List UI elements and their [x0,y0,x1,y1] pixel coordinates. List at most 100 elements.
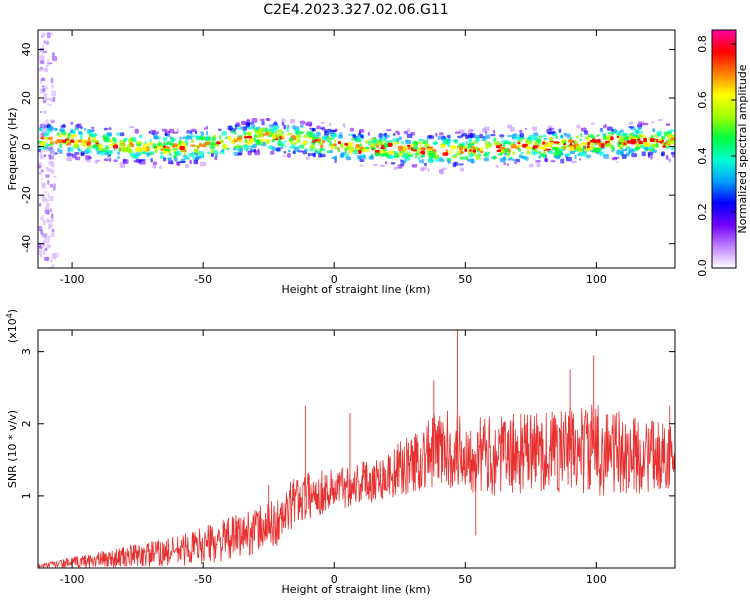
y-tick-label: 2 [20,420,33,427]
spectrogram-cell [524,127,527,130]
spectrogram-cell [638,131,644,134]
spectrogram-noise-cell [43,256,49,261]
spectrogram-cell [245,122,251,128]
spectrogram-cell [261,141,267,147]
spectrogram-cell [597,138,601,143]
spectrogram-cell [173,148,177,153]
spectrogram-cell [579,158,582,161]
spectrogram-noise-cell [51,228,55,233]
spectrogram-cell [129,126,135,129]
spectrogram-cell [409,144,413,147]
spectrogram-cell [281,118,286,123]
spectrogram-cell [581,152,587,157]
spectrogram-cell [519,133,525,138]
spectrogram-cell [374,152,378,157]
spectrogram-cell [195,135,202,139]
spectrogram-cell [359,146,364,150]
spectrogram-cell [282,154,286,158]
spectrogram-cell [435,132,438,137]
spectrogram-noise-cell [39,217,44,220]
spectrogram-cell [62,139,67,143]
spectrogram-cell [579,138,582,142]
spectrogram-cell [312,127,315,132]
spectrogram-cell [67,132,71,137]
spectrogram-cell [86,148,91,151]
spectrogram-cell [479,147,484,151]
spectrogram-cell [414,155,418,159]
spectrogram-noise-cell [49,259,53,263]
spectrogram-cell [243,132,247,136]
spectrogram-cell [392,133,396,136]
spectrogram-noise-cell [51,253,56,260]
spectrogram-noise-cell [40,77,45,82]
spectrogram-cell [401,154,404,159]
spectrogram-cell [442,138,446,144]
spectrogram-cell [410,132,416,136]
spectrogram-cell [394,130,399,133]
spectrogram-cell [103,127,108,131]
spectrogram-cell [467,128,473,133]
spectrogram-cell [402,159,407,164]
spectrogram-cell [610,136,614,141]
spectrogram-cell [464,156,469,160]
spectrogram-cell [196,156,202,159]
spectrogram-cell [299,120,306,125]
spectrogram-cell [466,158,472,162]
spectrogram-cell [537,139,541,144]
spectrogram-cell [560,152,564,155]
spectrogram-cell [564,153,571,157]
spectrogram-cell [225,136,229,140]
spectrogram-noise-cell [44,237,50,243]
spectrogram-cell [616,161,619,164]
spectrogram-cell [399,150,402,154]
snr-y-multiplier-exponent: 4 [5,313,14,318]
spectrogram-cell [318,153,322,158]
spectrogram-cell [418,160,422,163]
spectrogram-cell [246,131,250,136]
spectrogram-cell [417,156,421,160]
spectrogram-cell [303,148,308,152]
spectrogram-cell [502,141,506,144]
spectrogram-cell [586,145,590,149]
spectrogram-cell [287,124,290,129]
spectrogram-cell [206,130,209,136]
spectrogram-cell [393,150,397,153]
spectrogram-cell [446,134,451,138]
spectrogram-cell [245,141,249,144]
spectrogram-cell [93,147,99,150]
spectrogram-cell [393,166,398,171]
spectrogram-cell [194,130,198,135]
spectrogram-cell [406,128,411,133]
spectrogram-noise-cell [44,67,49,73]
spectrogram-cell [383,137,387,142]
spectrogram-cell [180,149,184,153]
spectrogram-cell [505,139,509,144]
spectrogram-cell [103,158,109,162]
spectrogram-cell [593,141,597,144]
spectrogram-cell [50,139,54,142]
spectrogram-cell [538,135,543,138]
spectrogram-cell [648,143,651,147]
spectrogram-cell [234,124,241,127]
spectrogram-cell [510,127,515,132]
spectrogram-cell [351,146,355,151]
spectrogram-cell [296,135,302,139]
spectrogram-cell [287,153,291,158]
spectrogram-cell [555,135,558,139]
spectrogram-noise-cell [42,219,46,223]
spectrogram-cell [594,142,597,146]
snr-ticks: -100 -50 0 50 100 1 2 3 [20,330,675,586]
spectrogram-cell [193,148,198,153]
spectrogram-cell [345,148,347,154]
spectrogram-noise-cell [52,55,57,62]
spectrogram-cell [512,151,515,156]
spectrogram-cell [168,128,175,134]
spectrogram-cell [121,147,124,152]
spectrogram-cell [532,145,538,150]
y-tick-label: -20 [20,186,33,204]
spectrogram-cell [259,127,266,133]
spectrogram-cell [138,159,143,162]
spectrogram-cell [517,148,521,152]
spectrogram-cell [616,131,621,136]
spectrogram-cell [542,134,547,137]
